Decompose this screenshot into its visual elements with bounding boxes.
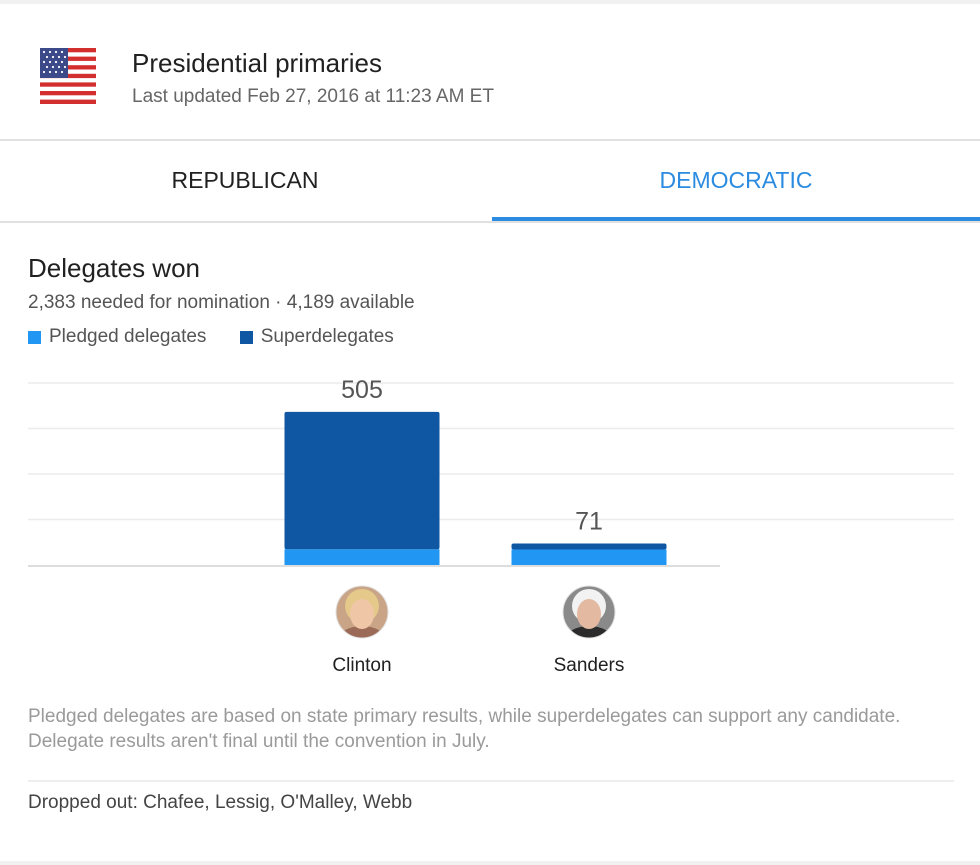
tab-republican[interactable]: REPUBLICAN [171, 167, 319, 193]
data-label-sanders: 71 [575, 507, 603, 535]
bar-sanders-pledged [511, 549, 667, 565]
legend-swatch-superdelegates [239, 330, 253, 344]
legend-item-pledged: Pledged delegates [28, 326, 206, 348]
bottom-rule [0, 861, 980, 865]
us-flag-icon [40, 48, 96, 104]
bar-sanders-superdelegates [511, 543, 667, 550]
bar-clinton-superdelegates [284, 411, 440, 550]
last-updated: Last updated Feb 27, 2016 at 11:23 AM ET [132, 86, 494, 107]
data-label-clinton: 505 [341, 376, 383, 404]
legend-label-superdelegates: Superdelegates [260, 326, 394, 347]
candidate-name-clinton: Clinton [332, 655, 391, 676]
footnote: Pledged delegates are based on state pri… [28, 706, 901, 752]
delegates-bar-chart: 505 71 Clinton Sanders [28, 376, 954, 676]
dropped-out-note: Dropped out: Chafee, Lessig, O'Malley, W… [28, 792, 413, 813]
sanders-avatar-icon [562, 585, 616, 639]
tab-democratic[interactable]: DEMOCRATIC [659, 167, 813, 193]
chart-subtitle: 2,383 needed for nomination · 4,189 avai… [28, 292, 415, 313]
chart-legend: Pledged delegates Superdelegates [28, 326, 422, 350]
legend-item-superdelegates: Superdelegates [239, 326, 394, 348]
bar-clinton-pledged [284, 549, 440, 565]
top-rule [0, 0, 980, 4]
candidate-name-sanders: Sanders [554, 655, 625, 676]
clinton-avatar-icon [335, 585, 389, 639]
card-header: Presidential primaries Last updated Feb … [0, 4, 980, 141]
legend-label-pledged: Pledged delegates [49, 326, 207, 347]
page-title: Presidential primaries [132, 48, 382, 78]
divider [28, 780, 954, 782]
active-tab-indicator [492, 217, 980, 221]
chart-title: Delegates won [28, 253, 200, 283]
party-tabs: REPUBLICAN DEMOCRATIC [0, 141, 980, 223]
legend-swatch-pledged [28, 330, 41, 344]
